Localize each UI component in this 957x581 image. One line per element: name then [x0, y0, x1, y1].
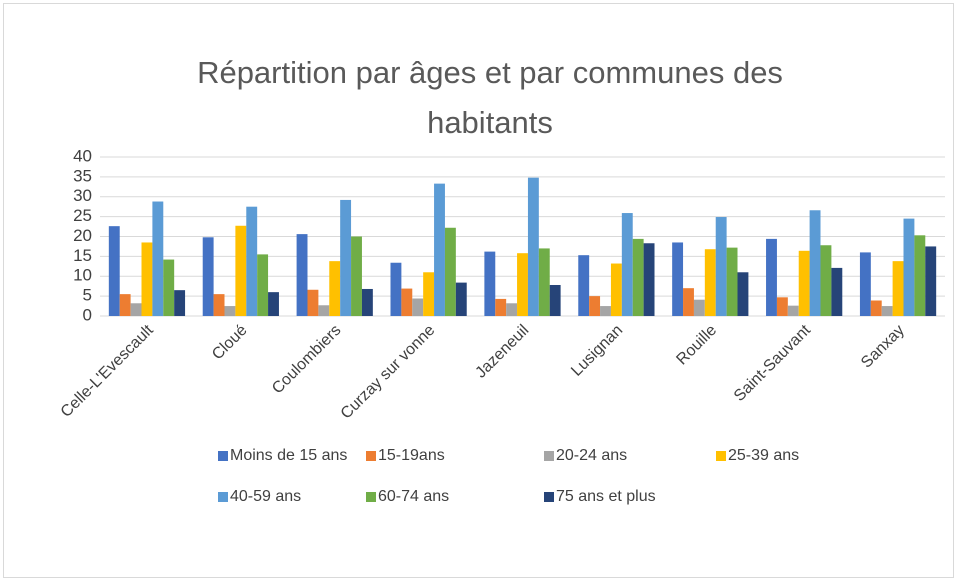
bar — [108, 226, 120, 316]
bar — [578, 255, 590, 316]
bar — [881, 306, 893, 316]
bar — [859, 252, 871, 316]
bar — [693, 299, 705, 316]
bar — [307, 289, 319, 316]
bar — [213, 294, 225, 316]
bar — [870, 300, 882, 316]
bar — [831, 267, 843, 316]
bar — [119, 294, 131, 316]
bar — [455, 282, 467, 316]
y-tick-label: 40 — [73, 146, 92, 165]
bar — [589, 296, 601, 316]
bar — [495, 298, 507, 316]
bar — [892, 261, 904, 316]
bar — [202, 237, 214, 316]
bar — [390, 262, 402, 316]
bar — [527, 177, 539, 316]
bar — [340, 199, 352, 316]
bar — [610, 263, 622, 316]
bar — [766, 238, 777, 316]
y-tick-label: 30 — [73, 186, 92, 205]
bar — [412, 298, 424, 316]
bar — [704, 249, 716, 316]
bar — [726, 247, 738, 316]
bar — [257, 254, 269, 316]
legend-swatch — [544, 492, 554, 502]
legend-swatch — [544, 451, 554, 461]
bar — [715, 217, 727, 316]
bar — [351, 236, 362, 316]
bar — [643, 243, 655, 316]
bar — [809, 210, 821, 316]
chart-title: Répartition par âges et par communes des… — [197, 55, 783, 140]
y-tick-label: 10 — [73, 266, 92, 285]
legend-swatch — [366, 451, 376, 461]
bar — [903, 218, 915, 316]
bar — [152, 201, 164, 316]
bar — [130, 303, 142, 316]
bar — [246, 206, 258, 316]
bar — [600, 306, 611, 316]
legend-label: 15-19ans — [378, 447, 445, 464]
bar — [798, 250, 810, 316]
bar — [318, 305, 330, 316]
bar — [506, 303, 518, 316]
bar — [423, 272, 435, 316]
y-tick-label: 25 — [73, 206, 92, 225]
y-tick-label: 15 — [73, 246, 92, 265]
bar — [224, 306, 236, 316]
bar — [174, 290, 186, 316]
y-tick-label: 35 — [73, 166, 92, 185]
bar — [776, 297, 788, 316]
bar — [538, 248, 550, 316]
y-tick-label: 5 — [83, 286, 92, 305]
legend-label: 20-24 ans — [556, 447, 627, 464]
bar — [517, 253, 528, 316]
bar — [401, 288, 413, 316]
legend-label: 60-74 ans — [378, 488, 449, 505]
bar — [621, 213, 633, 316]
bar — [361, 288, 373, 316]
bar — [163, 259, 175, 316]
bar — [914, 235, 926, 316]
bar — [672, 242, 684, 316]
bar — [925, 246, 937, 316]
bar — [737, 272, 749, 316]
bar — [444, 227, 456, 316]
legend-swatch — [218, 451, 228, 461]
legend-label: 75 ans et plus — [556, 488, 656, 505]
bar — [235, 225, 247, 316]
y-tick-label: 20 — [73, 226, 92, 245]
bar — [683, 288, 694, 316]
bar — [329, 261, 341, 316]
bar — [632, 238, 644, 316]
legend-swatch — [218, 492, 228, 502]
bar — [484, 251, 496, 316]
bar — [549, 284, 561, 316]
bar — [820, 245, 832, 316]
bar — [268, 292, 279, 316]
legend-label: 25-39 ans — [728, 447, 799, 464]
legend-swatch — [716, 451, 726, 461]
legend-label: Moins de 15 ans — [230, 447, 347, 464]
bar — [787, 305, 799, 316]
bar — [296, 234, 308, 316]
legend-label: 40-59 ans — [230, 488, 301, 505]
bar — [141, 242, 153, 316]
bar — [434, 183, 445, 316]
legend-swatch — [366, 492, 376, 502]
y-tick-label: 0 — [83, 305, 92, 324]
